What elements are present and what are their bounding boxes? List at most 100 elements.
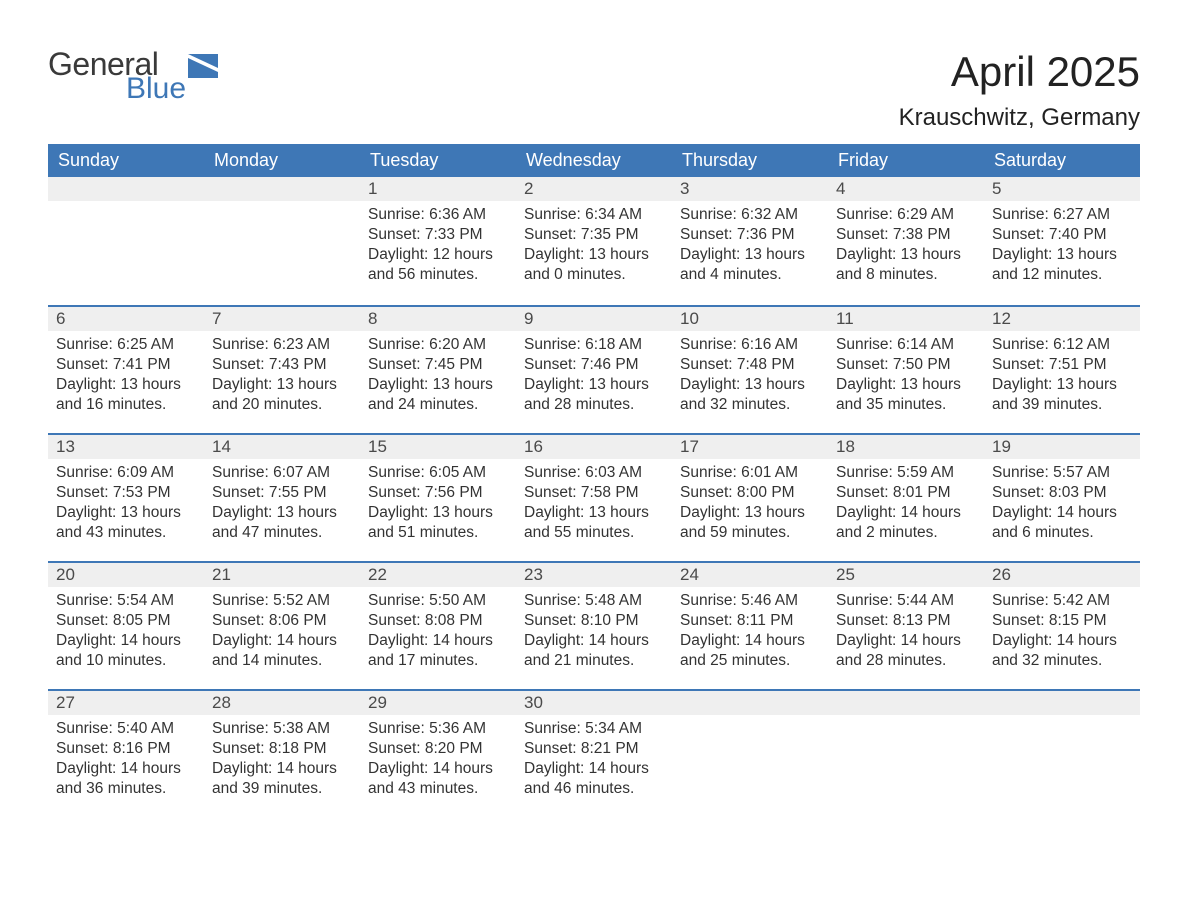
daylight-line-2: and 47 minutes. [212, 523, 352, 543]
day-body: Sunrise: 6:27 AMSunset: 7:40 PMDaylight:… [992, 205, 1132, 286]
day-cell-22: 22Sunrise: 5:50 AMSunset: 8:08 PMDayligh… [360, 561, 516, 689]
daylight-line-2: and 39 minutes. [212, 779, 352, 799]
day-number-bar: 20 [48, 561, 204, 587]
day-body: Sunrise: 5:36 AMSunset: 8:20 PMDaylight:… [368, 719, 508, 800]
daylight-line-1: Daylight: 13 hours [212, 503, 352, 523]
daylight-line-2: and 51 minutes. [368, 523, 508, 543]
daylight-line-1: Daylight: 13 hours [992, 375, 1132, 395]
day-cell-empty [672, 689, 828, 817]
day-number-bar: 4 [828, 177, 984, 201]
day-cell-empty [204, 177, 360, 305]
day-body: Sunrise: 6:34 AMSunset: 7:35 PMDaylight:… [524, 205, 664, 286]
daylight-line-1: Daylight: 13 hours [368, 375, 508, 395]
sunset-line: Sunset: 8:03 PM [992, 483, 1132, 503]
daylight-line-1: Daylight: 13 hours [368, 503, 508, 523]
daylight-line-1: Daylight: 14 hours [212, 631, 352, 651]
sunrise-line: Sunrise: 6:32 AM [680, 205, 820, 225]
weekday-tuesday: Tuesday [360, 144, 516, 177]
daylight-line-2: and 0 minutes. [524, 265, 664, 285]
day-cell-4: 4 Sunrise: 6:29 AMSunset: 7:38 PMDaylight… [828, 177, 984, 305]
day-number-bar: 27 [48, 689, 204, 715]
daylight-line-2: and 35 minutes. [836, 395, 976, 415]
daylight-line-1: Daylight: 14 hours [368, 631, 508, 651]
daylight-line-1: Daylight: 13 hours [56, 375, 196, 395]
day-cell-28: 28Sunrise: 5:38 AMSunset: 8:18 PMDayligh… [204, 689, 360, 817]
month-title: April 2025 [899, 48, 1140, 96]
day-number-bar: 21 [204, 561, 360, 587]
sunrise-line: Sunrise: 6:01 AM [680, 463, 820, 483]
sunset-line: Sunset: 7:53 PM [56, 483, 196, 503]
sunset-line: Sunset: 7:33 PM [368, 225, 508, 245]
daylight-line-2: and 32 minutes. [992, 651, 1132, 671]
day-cell-25: 25Sunrise: 5:44 AMSunset: 8:13 PMDayligh… [828, 561, 984, 689]
week-row: 1Sunrise: 6:36 AMSunset: 7:33 PMDaylight… [48, 177, 1140, 305]
sunset-line: Sunset: 7:55 PM [212, 483, 352, 503]
day-cell-13: 13Sunrise: 6:09 AMSunset: 7:53 PMDayligh… [48, 433, 204, 561]
sunrise-line: Sunrise: 6:03 AM [524, 463, 664, 483]
daylight-line-1: Daylight: 14 hours [680, 631, 820, 651]
week-row: 27Sunrise: 5:40 AMSunset: 8:16 PMDayligh… [48, 689, 1140, 817]
sunset-line: Sunset: 8:20 PM [368, 739, 508, 759]
day-body: Sunrise: 6:09 AMSunset: 7:53 PMDaylight:… [56, 463, 196, 544]
daylight-line-1: Daylight: 14 hours [524, 759, 664, 779]
weekday-wednesday: Wednesday [516, 144, 672, 177]
day-cell-14: 14Sunrise: 6:07 AMSunset: 7:55 PMDayligh… [204, 433, 360, 561]
sunrise-line: Sunrise: 6:29 AM [836, 205, 976, 225]
daylight-line-1: Daylight: 14 hours [212, 759, 352, 779]
weeks-container: 1Sunrise: 6:36 AMSunset: 7:33 PMDaylight… [48, 177, 1140, 817]
day-cell-27: 27Sunrise: 5:40 AMSunset: 8:16 PMDayligh… [48, 689, 204, 817]
day-cell-23: 23Sunrise: 5:48 AMSunset: 8:10 PMDayligh… [516, 561, 672, 689]
day-body: Sunrise: 5:50 AMSunset: 8:08 PMDaylight:… [368, 591, 508, 672]
week-row: 20 Sunrise: 5:54 AMSunset: 8:05 PM Dayligh… [48, 561, 1140, 689]
sunrise-line: Sunrise: 6:05 AM [368, 463, 508, 483]
day-body: Sunrise: 6:20 AMSunset: 7:45 PMDaylight:… [368, 335, 508, 416]
daylight-line-2: and 56 minutes. [368, 265, 508, 285]
day-body: Sunrise: 6:01 AMSunset: 8:00 PMDaylight:… [680, 463, 820, 544]
week-row: 13Sunrise: 6:09 AMSunset: 7:53 PMDayligh… [48, 433, 1140, 561]
day-number-bar: 17 [672, 433, 828, 459]
weekday-thursday: Thursday [672, 144, 828, 177]
day-cell-7: 7Sunrise: 6:23 AMSunset: 7:43 PMDaylight… [204, 305, 360, 433]
day-number-bar: 30 [516, 689, 672, 715]
day-cell-20: 20Sunrise: 5:54 AMSunset: 8:05 PMDayligh… [48, 561, 204, 689]
daylight-line-1: Daylight: 14 hours [992, 503, 1132, 523]
sunrise-line: Sunrise: 5:54 AM [56, 591, 196, 611]
day-cell-17: 17 Sunrise: 6:01 AMSunset: 8:00 PMDayligh… [672, 433, 828, 561]
day-body: Sunrise: 6:18 AMSunset: 7:46 PMDaylight:… [524, 335, 664, 416]
day-body: Sunrise: 6:29 AMSunset: 7:38 PMDaylight:… [836, 205, 976, 286]
sunset-line: Sunset: 8:18 PM [212, 739, 352, 759]
sunset-line: Sunset: 8:15 PM [992, 611, 1132, 631]
sunrise-line: Sunrise: 6:25 AM [56, 335, 196, 355]
sunrise-line: Sunrise: 6:16 AM [680, 335, 820, 355]
sunrise-line: Sunrise: 6:23 AM [212, 335, 352, 355]
day-number-bar: 1 [360, 177, 516, 201]
sunrise-line: Sunrise: 5:48 AM [524, 591, 664, 611]
day-body: Sunrise: 5:42 AMSunset: 8:15 PMDaylight:… [992, 591, 1132, 672]
day-cell-30: 30Sunrise: 5:34 AMSunset: 8:21 PMDayligh… [516, 689, 672, 817]
sunset-line: Sunset: 8:05 PM [56, 611, 196, 631]
day-body: Sunrise: 5:59 AMSunset: 8:01 PMDaylight:… [836, 463, 976, 544]
logo-word-blue: Blue [126, 74, 186, 104]
daylight-line-2: and 6 minutes. [992, 523, 1132, 543]
day-number-bar: 12 [984, 305, 1140, 331]
sunset-line: Sunset: 8:11 PM [680, 611, 820, 631]
daylight-line-2: and 28 minutes. [524, 395, 664, 415]
weekday-friday: Friday [828, 144, 984, 177]
daylight-line-2: and 43 minutes. [368, 779, 508, 799]
daylight-line-1: Daylight: 13 hours [680, 245, 820, 265]
location: Krauschwitz, Germany [899, 104, 1140, 132]
daylight-line-1: Daylight: 13 hours [836, 375, 976, 395]
day-cell-21: 21Sunrise: 5:52 AMSunset: 8:06 PMDayligh… [204, 561, 360, 689]
day-number-bar: 26 [984, 561, 1140, 587]
day-body: Sunrise: 6:03 AMSunset: 7:58 PMDaylight:… [524, 463, 664, 544]
sunrise-line: Sunrise: 6:34 AM [524, 205, 664, 225]
day-cell-1: 1Sunrise: 6:36 AMSunset: 7:33 PMDaylight… [360, 177, 516, 305]
day-body: Sunrise: 6:07 AMSunset: 7:55 PMDaylight:… [212, 463, 352, 544]
daylight-line-1: Daylight: 14 hours [836, 503, 976, 523]
daylight-line-1: Daylight: 13 hours [524, 503, 664, 523]
day-number-bar: 29 [360, 689, 516, 715]
day-cell-24: 24Sunrise: 5:46 AMSunset: 8:11 PMDayligh… [672, 561, 828, 689]
day-number-bar: 16 [516, 433, 672, 459]
sunrise-line: Sunrise: 5:38 AM [212, 719, 352, 739]
calendar: SundayMondayTuesdayWednesdayThursdayFrid… [48, 144, 1140, 817]
